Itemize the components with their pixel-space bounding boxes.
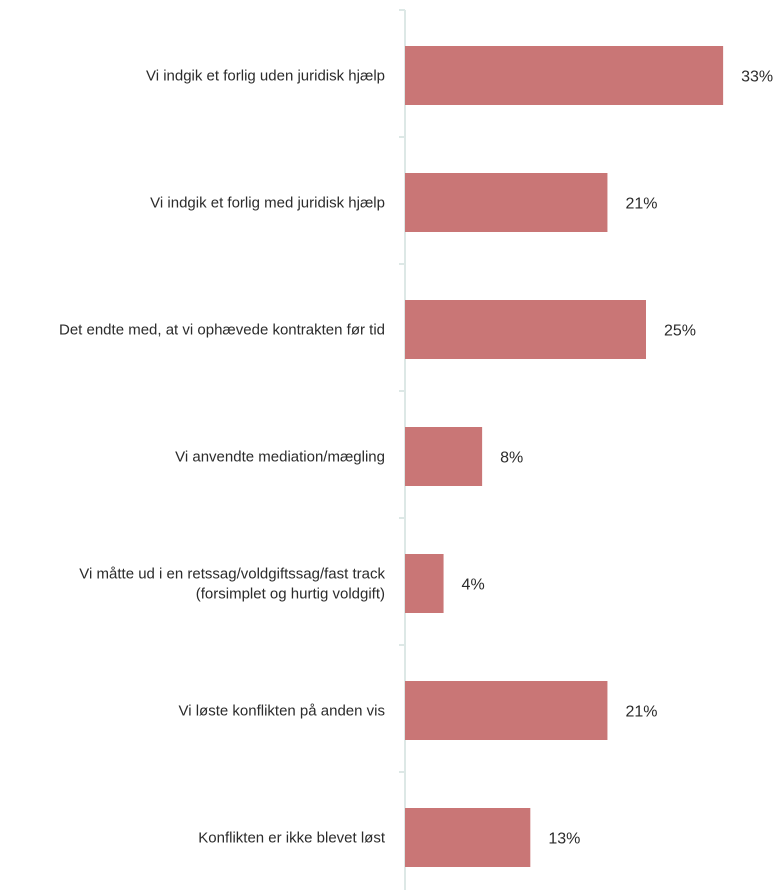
- data-label: 33%: [741, 69, 773, 86]
- data-label: 13%: [548, 831, 580, 848]
- category-label-line: Det endte med, at vi ophævede kontrakten…: [59, 322, 385, 339]
- data-label: 21%: [625, 196, 657, 213]
- bar: [405, 46, 724, 105]
- category-label-line: Vi indgik et forlig uden juridisk hjælp: [146, 68, 385, 85]
- data-label: 4%: [462, 577, 485, 594]
- category-label-line: Konflikten er ikke blevet løst: [198, 830, 386, 847]
- data-label: 25%: [664, 323, 696, 340]
- bar: [405, 554, 444, 613]
- bar: [405, 300, 646, 359]
- category-label: Vi løste konflikten på anden vis: [178, 703, 385, 720]
- bar: [405, 427, 483, 486]
- data-label: 21%: [625, 704, 657, 721]
- bar: [405, 173, 608, 232]
- category-label-line: (forsimplet og hurtig voldgift): [196, 586, 385, 603]
- category-label-line: Vi måtte ud i en retssag/voldgiftssag/fa…: [79, 566, 385, 583]
- bar: [405, 681, 608, 740]
- category-label: Det endte med, at vi ophævede kontrakten…: [59, 322, 385, 339]
- category-label: Vi indgik et forlig med juridisk hjælp: [150, 195, 385, 212]
- bar: [405, 808, 531, 867]
- category-label-line: Vi anvendte mediation/mægling: [175, 449, 385, 466]
- category-label: Konflikten er ikke blevet løst: [198, 830, 386, 847]
- category-label: Vi anvendte mediation/mægling: [175, 449, 385, 466]
- category-label: Vi indgik et forlig uden juridisk hjælp: [146, 68, 385, 85]
- category-label-line: Vi løste konflikten på anden vis: [178, 703, 385, 720]
- data-label: 8%: [500, 450, 523, 467]
- category-label-line: Vi indgik et forlig med juridisk hjælp: [150, 195, 385, 212]
- category-label: Vi måtte ud i en retssag/voldgiftssag/fa…: [79, 566, 385, 603]
